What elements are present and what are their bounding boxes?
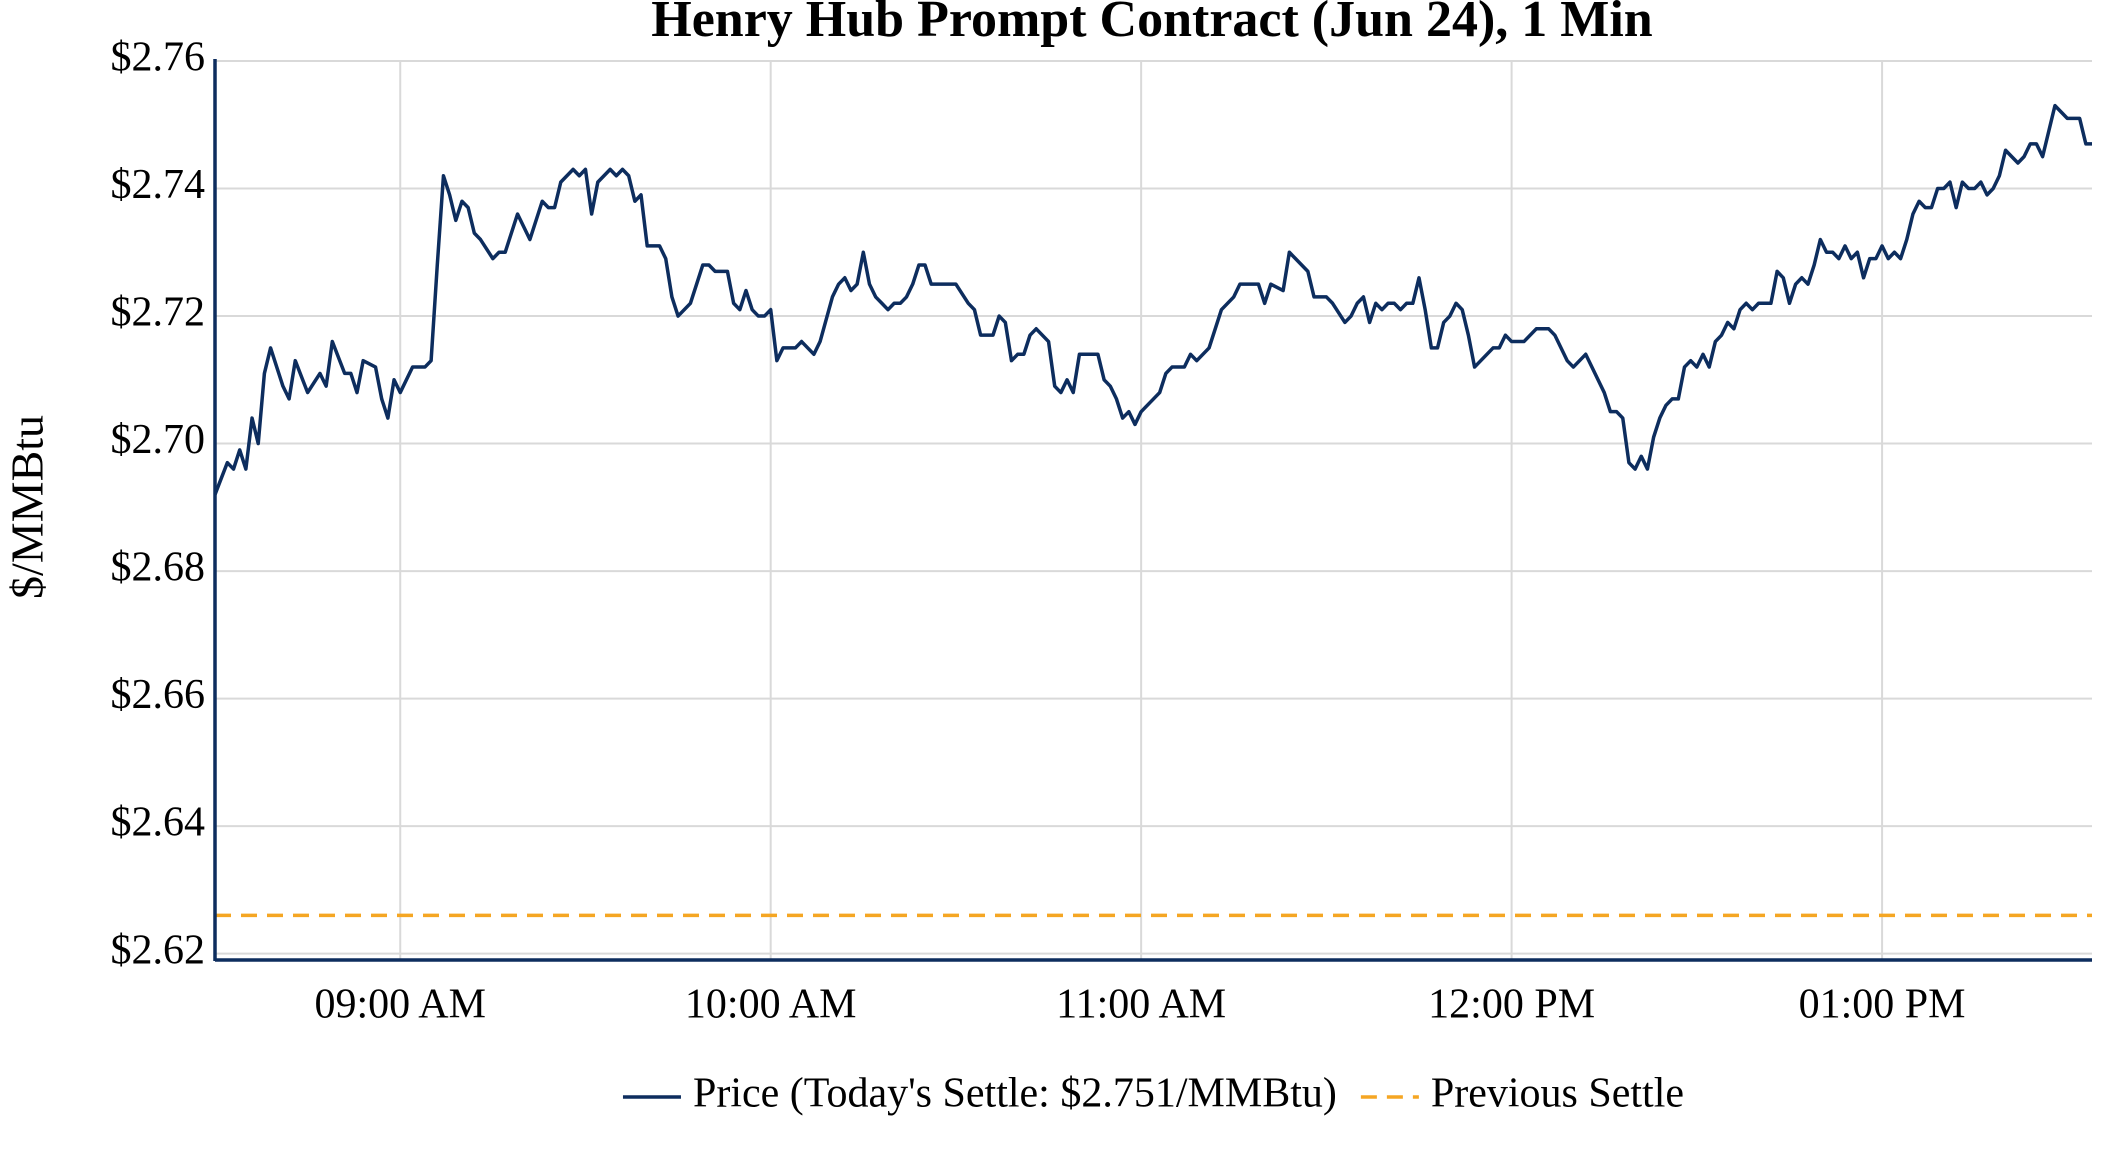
y-tick-label: $2.74 — [111, 162, 206, 208]
y-tick-label: $2.66 — [111, 672, 206, 718]
chart-title: Henry Hub Prompt Contract (Jun 24), 1 Mi… — [651, 0, 1653, 48]
y-tick-label: $2.68 — [111, 545, 206, 591]
x-tick-label: 11:00 AM — [1056, 982, 1226, 1028]
legend-label: Previous Settle — [1431, 1071, 1684, 1117]
x-tick-label: 01:00 PM — [1799, 982, 1966, 1028]
y-tick-label: $2.62 — [111, 927, 206, 973]
price-line — [213, 103, 2092, 496]
x-tick-label: 12:00 PM — [1428, 982, 1595, 1028]
legend: Price (Today's Settle: $2.751/MMBtu) Prev… — [622, 1071, 1684, 1117]
y-tick-label: $2.72 — [111, 290, 206, 336]
y-axis-label: $/MMBtu — [2, 415, 53, 599]
y-tick-label: $2.64 — [111, 800, 206, 846]
legend-label: Price (Today's Settle: $2.751/MMBtu) — [693, 1071, 1337, 1117]
y-tick-label: $2.76 — [111, 35, 206, 81]
y-tick-label: $2.70 — [111, 417, 206, 463]
x-tick-label: 10:00 AM — [685, 982, 857, 1028]
x-tick-label: 09:00 AM — [314, 982, 486, 1028]
